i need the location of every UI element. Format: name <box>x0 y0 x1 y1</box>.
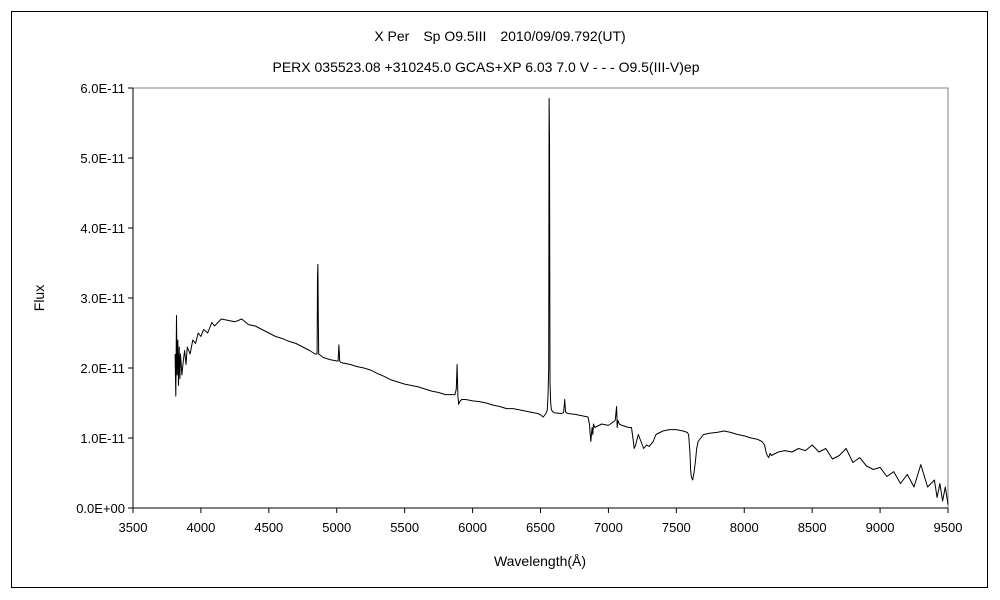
y-tick-label: 1.0E-11 <box>80 431 125 446</box>
x-tick-label: 3500 <box>119 520 148 535</box>
chart-subtitle: PERX 035523.08 +310245.0 GCAS+XP 6.03 7.… <box>273 59 700 75</box>
y-tick-label: 6.0E-11 <box>80 81 125 96</box>
y-tick-label: 4.0E-11 <box>80 221 125 236</box>
x-tick-label: 5500 <box>390 520 419 535</box>
spectrum-line <box>174 98 949 505</box>
x-tick-label: 6500 <box>526 520 555 535</box>
y-tick-label: 3.0E-11 <box>80 291 125 306</box>
plot-area <box>132 87 949 509</box>
x-tick-label: 4500 <box>254 520 283 535</box>
y-axis-ticks: 0.0E+00 1.0E-11 2.0E-11 3.0E-11 4.0E-11 5.0E-… <box>76 81 133 516</box>
x-tick-label: 6000 <box>458 520 487 535</box>
x-axis-label: Wavelength(Å) <box>494 553 586 569</box>
y-axis-label: Flux <box>31 285 47 311</box>
x-tick-label: 9000 <box>866 520 895 535</box>
x-tick-label: 8500 <box>798 520 827 535</box>
x-tick-label: 8000 <box>730 520 759 535</box>
chart-title: X Per Sp O9.5III 2010/09/09.792(UT) <box>374 28 625 44</box>
chart-frame <box>11 11 988 588</box>
x-tick-label: 7500 <box>662 520 691 535</box>
y-tick-label: 0.0E+00 <box>76 501 125 516</box>
x-tick-label: 9500 <box>934 520 963 535</box>
y-tick-label: 2.0E-11 <box>80 361 125 376</box>
x-tick-label: 5000 <box>322 520 351 535</box>
x-axis-ticks: 3500 4000 4500 5000 5500 6000 6500 7000 7500 8000… <box>119 508 963 535</box>
x-tick-label: 4000 <box>186 520 215 535</box>
y-tick-label: 5.0E-11 <box>80 151 125 166</box>
x-tick-label: 7000 <box>594 520 623 535</box>
